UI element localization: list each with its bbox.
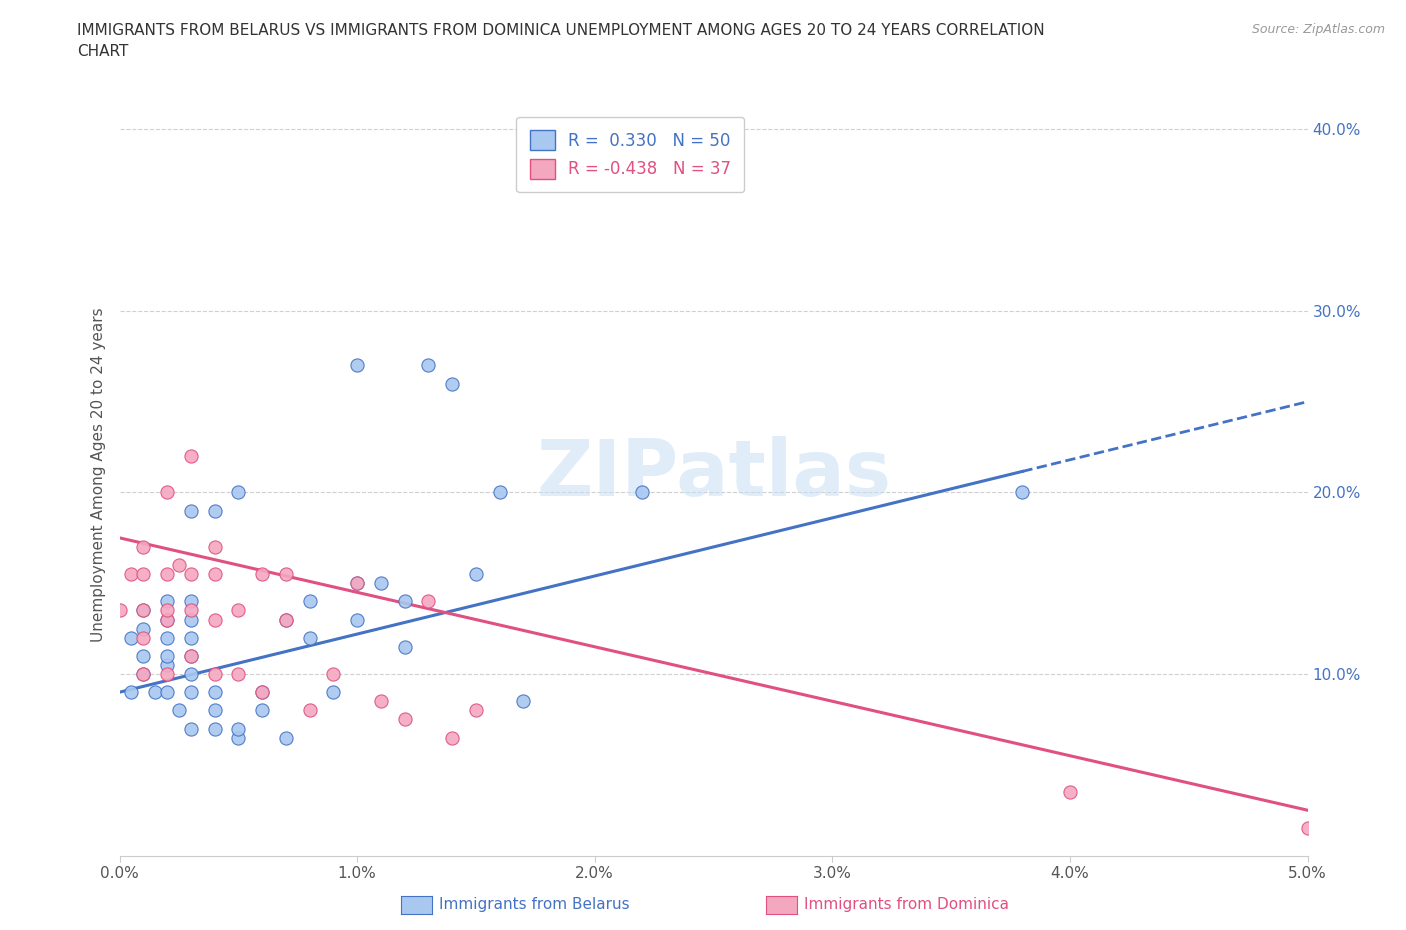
Point [204, 721, 226, 736]
Point [156, 684, 179, 699]
Point [228, 721, 250, 736]
Point [204, 667, 226, 682]
Point [180, 648, 202, 663]
Text: Immigrants from Belarus: Immigrants from Belarus [439, 897, 630, 912]
Point [274, 612, 297, 627]
Point [298, 594, 321, 609]
Point [346, 358, 368, 373]
Point [204, 684, 226, 699]
Point [180, 448, 202, 463]
Text: CHART: CHART [77, 44, 129, 59]
Point [180, 721, 202, 736]
Point [167, 558, 190, 573]
Point [250, 703, 273, 718]
Legend: R =  0.330   N = 50, R = -0.438   N = 37: R = 0.330 N = 50, R = -0.438 N = 37 [516, 116, 744, 193]
Point [167, 703, 190, 718]
Point [394, 712, 416, 727]
Point [180, 631, 202, 645]
Point [394, 594, 416, 609]
Text: Source: ZipAtlas.com: Source: ZipAtlas.com [1251, 23, 1385, 36]
Text: ZIPatlas: ZIPatlas [536, 436, 891, 512]
Point [512, 694, 534, 709]
Point [441, 730, 464, 745]
Point [132, 539, 155, 554]
Point [156, 631, 179, 645]
Point [108, 603, 131, 618]
Point [1059, 785, 1081, 800]
Point [441, 376, 464, 391]
Point [132, 631, 155, 645]
Point [250, 684, 273, 699]
Point [156, 658, 179, 672]
Point [346, 612, 368, 627]
Point [156, 603, 179, 618]
Point [346, 576, 368, 591]
Point [250, 684, 273, 699]
Point [180, 594, 202, 609]
Point [274, 612, 297, 627]
Point [120, 684, 142, 699]
Point [180, 566, 202, 581]
Point [132, 621, 155, 636]
Point [464, 703, 488, 718]
Point [132, 603, 155, 618]
Point [250, 566, 273, 581]
Point [204, 566, 226, 581]
Y-axis label: Unemployment Among Ages 20 to 24 years: Unemployment Among Ages 20 to 24 years [90, 307, 105, 642]
Point [132, 603, 155, 618]
Point [156, 594, 179, 609]
Point [631, 177, 654, 192]
Point [228, 485, 250, 500]
Point [370, 694, 392, 709]
Text: IMMIGRANTS FROM BELARUS VS IMMIGRANTS FROM DOMINICA UNEMPLOYMENT AMONG AGES 20 T: IMMIGRANTS FROM BELARUS VS IMMIGRANTS FR… [77, 23, 1045, 38]
Point [204, 703, 226, 718]
Point [298, 703, 321, 718]
Point [156, 612, 179, 627]
Point [143, 684, 166, 699]
Point [156, 648, 179, 663]
Point [228, 667, 250, 682]
Point [418, 358, 440, 373]
Point [631, 485, 654, 500]
Point [204, 539, 226, 554]
Point [1011, 485, 1033, 500]
Point [394, 639, 416, 654]
Point [228, 730, 250, 745]
Text: Immigrants from Dominica: Immigrants from Dominica [804, 897, 1010, 912]
Point [464, 566, 488, 581]
Point [204, 612, 226, 627]
Point [204, 503, 226, 518]
Point [228, 603, 250, 618]
Point [346, 576, 368, 591]
Point [132, 566, 155, 581]
Point [180, 603, 202, 618]
Point [132, 648, 155, 663]
Point [120, 631, 142, 645]
Point [156, 667, 179, 682]
Point [180, 684, 202, 699]
Point [132, 667, 155, 682]
Point [274, 730, 297, 745]
Point [322, 684, 344, 699]
Point [156, 485, 179, 500]
Point [274, 566, 297, 581]
Point [1296, 821, 1319, 836]
Point [120, 566, 142, 581]
Point [418, 594, 440, 609]
Point [180, 667, 202, 682]
Point [180, 648, 202, 663]
Point [156, 612, 179, 627]
Point [156, 566, 179, 581]
Point [180, 503, 202, 518]
Point [132, 667, 155, 682]
Point [322, 667, 344, 682]
Point [370, 576, 392, 591]
Point [180, 612, 202, 627]
Point [298, 631, 321, 645]
Point [488, 485, 510, 500]
